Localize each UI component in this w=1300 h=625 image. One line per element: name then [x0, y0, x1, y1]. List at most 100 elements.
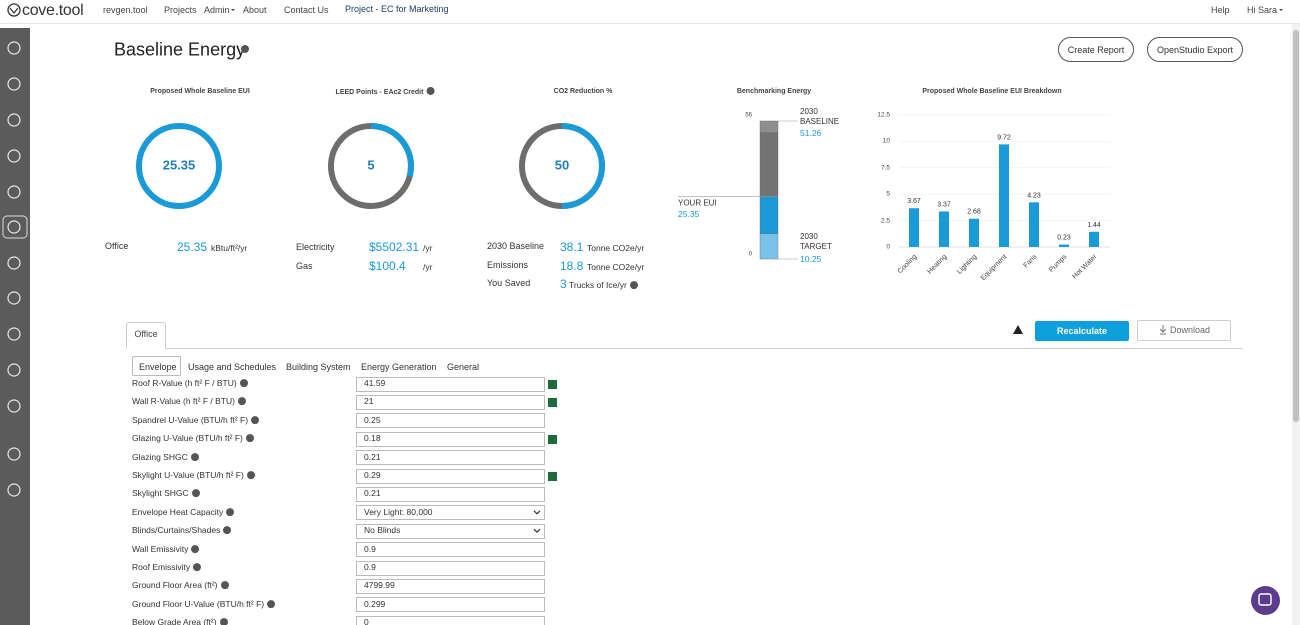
tab-rule — [126, 348, 1243, 349]
bench-label: YOUR EUI — [678, 198, 717, 208]
y-tick-label: 7.5 — [880, 164, 890, 172]
x-tick-label: Heating — [926, 253, 948, 275]
section-title: Proposed Whole Baseline EUI Breakdown — [922, 87, 1062, 95]
button-label[interactable]: Create Report — [1067, 44, 1125, 55]
field-value[interactable]: 0.9 — [364, 562, 376, 573]
field-label: Skylight U-Value (BTU/h ft² F) — [132, 470, 255, 481]
subtab[interactable]: Envelope — [139, 361, 177, 372]
input[interactable] — [356, 376, 545, 392]
help-icon[interactable] — [220, 581, 229, 590]
bench-label: 2030 TARGET — [800, 232, 832, 251]
x-tick-label: Cooling — [897, 253, 919, 275]
stat-unit: /yr — [423, 243, 433, 254]
chat-button[interactable] — [1251, 586, 1280, 615]
help-icon[interactable] — [191, 489, 200, 498]
field-label: Blinds/Curtains/Shades — [132, 526, 232, 536]
input[interactable] — [356, 486, 545, 502]
help-icon[interactable] — [251, 415, 260, 424]
subtab[interactable]: Building System — [286, 361, 351, 372]
help-icon[interactable] — [226, 507, 235, 516]
help-icon[interactable] — [267, 599, 276, 608]
nav-link[interactable]: revgen.tool — [103, 4, 148, 15]
tab[interactable] — [126, 322, 166, 349]
input[interactable] — [356, 560, 545, 576]
input[interactable] — [356, 450, 545, 466]
button[interactable] — [1147, 37, 1243, 62]
field-value[interactable]: 41.59 — [364, 378, 386, 389]
field-value[interactable]: 0.21 — [364, 451, 381, 462]
field-value[interactable]: 21 — [364, 396, 374, 407]
button-label[interactable]: OpenStudio Export — [1156, 44, 1234, 55]
field-value[interactable]: 0 — [364, 617, 369, 625]
bench-segment — [759, 120, 779, 133]
bar — [1089, 231, 1099, 247]
help-icon[interactable] — [237, 397, 246, 406]
input[interactable] — [356, 597, 545, 613]
select[interactable] — [356, 505, 545, 521]
field-label: Roof R-Value (h ft² F / BTU) — [132, 378, 248, 389]
bench-value: 51.26 — [800, 128, 822, 139]
input[interactable] — [356, 542, 545, 558]
subtab[interactable]: Usage and Schedules — [188, 361, 277, 372]
field-value[interactable]: Very Light: 80,000 — [364, 506, 433, 517]
stat-value: 3 — [560, 277, 567, 292]
input[interactable] — [356, 578, 545, 594]
tab-label[interactable]: Office — [134, 328, 158, 339]
button-label[interactable]: Recalculate — [1056, 325, 1108, 336]
nav-link[interactable]: Projects — [164, 4, 197, 15]
sidebar — [0, 28, 30, 625]
x-tick-label: Hot Water — [1071, 253, 1099, 281]
recalculate-button[interactable] — [1035, 321, 1129, 341]
input[interactable] — [356, 431, 545, 447]
field-value[interactable]: 0.21 — [364, 488, 381, 499]
help-icon[interactable] — [426, 86, 435, 95]
help-icon[interactable] — [629, 281, 638, 290]
subtab[interactable]: General — [447, 361, 480, 372]
nav-help[interactable]: Help — [1211, 4, 1230, 15]
stat-label: Electricity — [296, 241, 335, 252]
field-value[interactable]: 0.9 — [364, 543, 376, 554]
x-tick-label: Fans — [1022, 253, 1038, 269]
button[interactable] — [1058, 37, 1134, 62]
select[interactable] — [356, 523, 545, 539]
subtab[interactable]: Energy Generation — [361, 361, 437, 372]
help-icon[interactable] — [193, 563, 202, 572]
nav-link[interactable]: About — [243, 4, 267, 15]
y-tick-label: 0 — [886, 243, 890, 251]
nav-link[interactable]: Admin — [204, 4, 230, 15]
field-value[interactable]: 0.29 — [364, 470, 381, 481]
bench-segment — [759, 196, 779, 234]
input[interactable] — [356, 413, 545, 429]
field-value[interactable]: 0.25 — [364, 414, 381, 425]
field-label: Ground Floor U-Value (BTU/h ft² F) — [132, 599, 276, 610]
field-value[interactable]: 0.299 — [364, 598, 386, 609]
help-icon[interactable] — [239, 379, 248, 388]
field-label: Wall Emissivity — [132, 544, 200, 555]
field-value[interactable]: 0.18 — [364, 433, 381, 444]
brand[interactable]: cove.tool — [22, 1, 84, 19]
flag — [548, 434, 557, 444]
input[interactable] — [356, 615, 545, 625]
field-value[interactable]: 4799.99 — [364, 580, 395, 591]
subtab-active[interactable] — [132, 356, 181, 376]
stat-value: $100.4 — [369, 259, 406, 274]
help-icon[interactable] — [191, 544, 200, 553]
help-icon[interactable] — [219, 618, 228, 625]
input[interactable] — [356, 394, 545, 410]
input[interactable] — [356, 468, 545, 484]
help-icon[interactable] — [223, 526, 232, 535]
project-link[interactable]: Project - EC for Marketing — [345, 3, 449, 14]
help-icon[interactable] — [246, 471, 255, 480]
field-label: Wall R-Value (h ft² F / BTU) — [132, 397, 246, 408]
bar — [1029, 202, 1039, 247]
section-title: Benchmarking Energy — [736, 87, 812, 95]
button-label[interactable]: Download — [1170, 324, 1211, 335]
field-value[interactable]: No Blinds — [364, 525, 401, 536]
help-icon[interactable] — [245, 434, 254, 443]
nav-link[interactable]: Contact Us — [284, 4, 329, 15]
scroll-thumb[interactable] — [1293, 30, 1299, 422]
help-icon[interactable] — [190, 452, 199, 461]
section-title: Proposed Whole Baseline EUI — [150, 87, 250, 95]
nav-user[interactable]: Hi Sara — [1247, 4, 1278, 15]
